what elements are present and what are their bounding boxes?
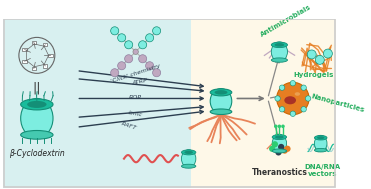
Circle shape bbox=[277, 82, 309, 115]
Circle shape bbox=[269, 146, 275, 152]
Polygon shape bbox=[191, 19, 336, 188]
Polygon shape bbox=[32, 67, 36, 70]
Circle shape bbox=[152, 27, 161, 35]
Text: ||: || bbox=[33, 81, 41, 94]
Text: Hydrogels: Hydrogels bbox=[294, 71, 334, 77]
Ellipse shape bbox=[181, 150, 196, 168]
Polygon shape bbox=[43, 64, 47, 67]
Ellipse shape bbox=[272, 149, 286, 153]
Circle shape bbox=[145, 34, 154, 42]
Circle shape bbox=[290, 111, 296, 116]
Ellipse shape bbox=[317, 136, 325, 139]
Circle shape bbox=[275, 96, 280, 101]
Circle shape bbox=[145, 62, 154, 70]
Circle shape bbox=[139, 41, 147, 49]
Ellipse shape bbox=[272, 134, 286, 152]
Circle shape bbox=[290, 81, 296, 86]
Polygon shape bbox=[23, 48, 27, 51]
Circle shape bbox=[279, 85, 285, 90]
Circle shape bbox=[111, 69, 119, 77]
Ellipse shape bbox=[272, 135, 286, 140]
Circle shape bbox=[278, 144, 284, 150]
Ellipse shape bbox=[21, 130, 53, 139]
Ellipse shape bbox=[184, 151, 193, 154]
Circle shape bbox=[324, 49, 332, 58]
Polygon shape bbox=[48, 54, 53, 57]
Ellipse shape bbox=[295, 92, 300, 96]
Circle shape bbox=[315, 55, 324, 64]
Circle shape bbox=[307, 50, 316, 59]
Circle shape bbox=[305, 96, 311, 101]
Ellipse shape bbox=[284, 96, 296, 104]
Circle shape bbox=[152, 69, 161, 77]
Ellipse shape bbox=[271, 58, 288, 62]
Ellipse shape bbox=[210, 109, 232, 115]
Ellipse shape bbox=[21, 98, 53, 138]
Ellipse shape bbox=[275, 43, 284, 47]
Text: DNA/RNA
vectors: DNA/RNA vectors bbox=[305, 164, 341, 177]
Circle shape bbox=[125, 41, 133, 49]
Text: 'Click' chemistry: 'Click' chemistry bbox=[110, 63, 161, 84]
Circle shape bbox=[133, 49, 138, 54]
Ellipse shape bbox=[210, 89, 232, 114]
Circle shape bbox=[139, 55, 147, 63]
Ellipse shape bbox=[181, 150, 196, 155]
Polygon shape bbox=[23, 60, 27, 63]
Ellipse shape bbox=[314, 135, 327, 151]
Text: RAFT: RAFT bbox=[120, 122, 137, 131]
Text: ATRP: ATRP bbox=[131, 78, 148, 86]
Circle shape bbox=[274, 125, 278, 128]
Text: β-Cyclodextrin: β-Cyclodextrin bbox=[9, 149, 65, 158]
Ellipse shape bbox=[214, 90, 227, 95]
Text: Antimicrobials: Antimicrobials bbox=[259, 3, 312, 37]
Circle shape bbox=[301, 107, 306, 112]
Circle shape bbox=[118, 62, 126, 70]
Ellipse shape bbox=[275, 136, 284, 139]
Ellipse shape bbox=[271, 42, 288, 62]
Ellipse shape bbox=[314, 136, 327, 140]
Ellipse shape bbox=[271, 42, 288, 48]
Circle shape bbox=[279, 107, 285, 112]
Circle shape bbox=[301, 85, 306, 90]
Circle shape bbox=[118, 34, 126, 42]
Circle shape bbox=[272, 141, 278, 147]
Circle shape bbox=[284, 146, 290, 152]
Text: Theranostics: Theranostics bbox=[252, 168, 307, 177]
Ellipse shape bbox=[314, 148, 327, 152]
Ellipse shape bbox=[181, 164, 196, 168]
Circle shape bbox=[275, 149, 282, 156]
Circle shape bbox=[111, 27, 119, 35]
Text: ionic: ionic bbox=[128, 110, 143, 118]
Polygon shape bbox=[32, 41, 36, 44]
Text: ROP: ROP bbox=[129, 95, 142, 100]
Ellipse shape bbox=[210, 89, 232, 96]
Polygon shape bbox=[3, 19, 191, 188]
Circle shape bbox=[281, 125, 285, 128]
Polygon shape bbox=[43, 43, 47, 46]
Circle shape bbox=[125, 55, 133, 63]
Circle shape bbox=[282, 147, 288, 154]
Circle shape bbox=[278, 125, 281, 128]
Text: Nanoparticles: Nanoparticles bbox=[311, 93, 366, 113]
Ellipse shape bbox=[27, 101, 46, 108]
Ellipse shape bbox=[21, 99, 53, 110]
